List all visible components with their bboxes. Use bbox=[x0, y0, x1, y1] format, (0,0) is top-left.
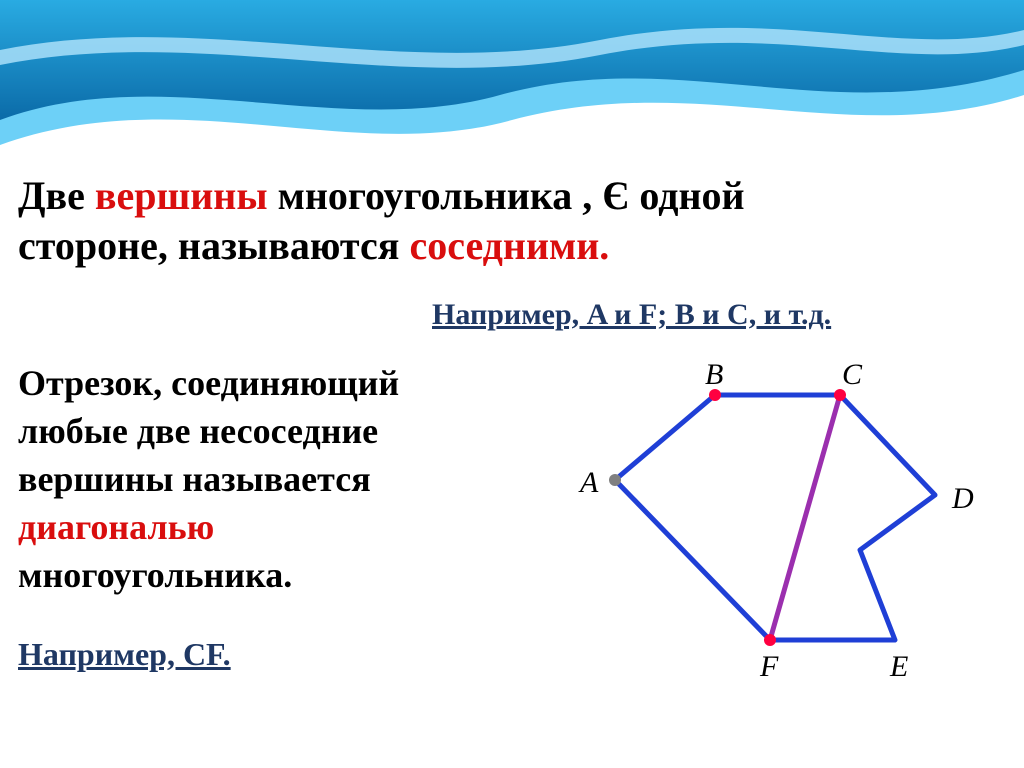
definition-line-1: Две вершины многоугольника , Є одной bbox=[18, 172, 745, 219]
vertex-label-f: F bbox=[760, 650, 778, 684]
segment-line-3: вершины называется bbox=[18, 458, 371, 500]
segment-line-2: любые две несоседние bbox=[18, 410, 378, 452]
keyword-vertices: вершины bbox=[95, 173, 268, 218]
text-span: Две bbox=[18, 173, 95, 218]
vertex-label-e: E bbox=[890, 650, 908, 684]
segment-line-1: Отрезок, соединяющий bbox=[18, 362, 399, 404]
vertex-label-b: B bbox=[705, 358, 723, 392]
vertex-label-a: A bbox=[580, 466, 598, 500]
definition-line-2: стороне, называются соседними. bbox=[18, 222, 609, 269]
polygon-diagram: A B C D E F bbox=[560, 350, 1000, 710]
segment-line-5: многоугольника. bbox=[18, 554, 292, 596]
text-span: стороне, называются bbox=[18, 223, 409, 268]
polygon-svg bbox=[560, 350, 1000, 710]
text-span: многоугольника , Є одной bbox=[268, 173, 745, 218]
content-area: Две вершины многоугольника , Є одной сто… bbox=[0, 0, 1024, 768]
example-adjacent: Например, A и F; B и C, и т.д. bbox=[432, 298, 831, 332]
example-diagonal: Например, CF. bbox=[18, 636, 231, 673]
keyword-diagonal: диагональю bbox=[18, 506, 214, 548]
vertex-label-d: D bbox=[952, 482, 974, 516]
keyword-adjacent: соседними. bbox=[409, 223, 609, 268]
vertex-label-c: C bbox=[842, 358, 862, 392]
